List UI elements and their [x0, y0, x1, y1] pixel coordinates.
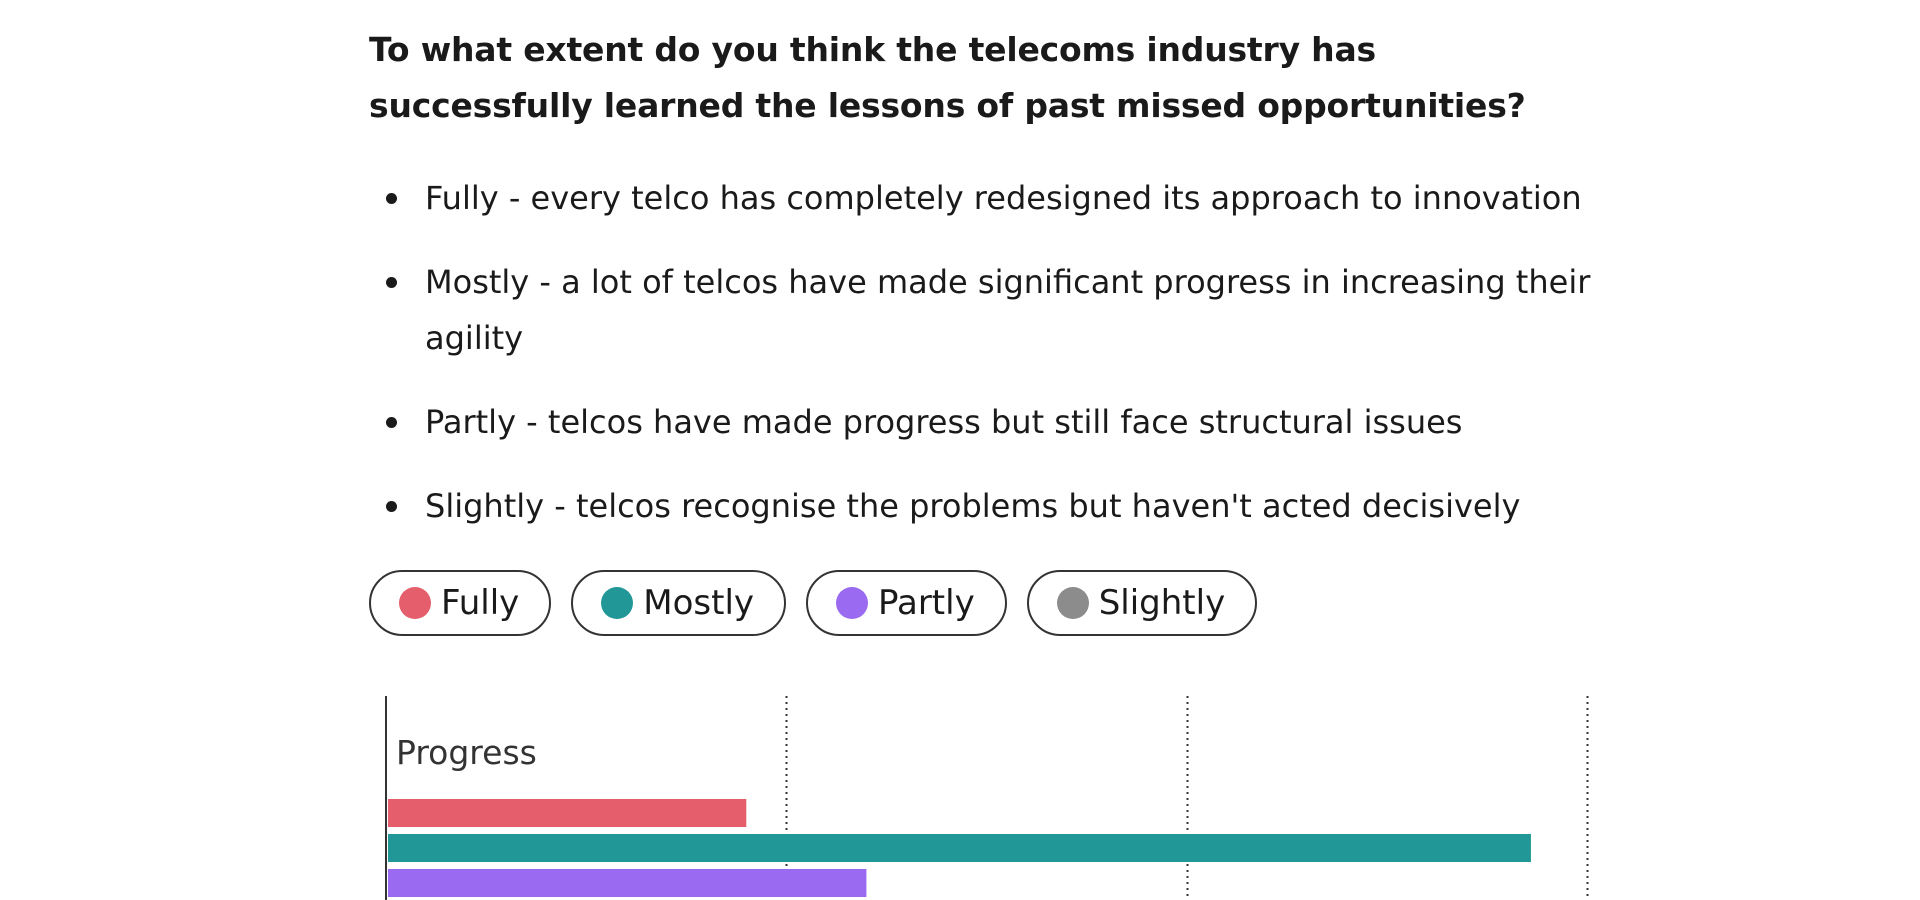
slightly-color-dot-icon: [1056, 587, 1089, 619]
bar-partly: [388, 869, 867, 897]
option-text: Slightly - telcos recognise the problems…: [425, 487, 1521, 525]
legend-label: Partly: [878, 583, 975, 623]
bar-chart: Progress: [369, 690, 1609, 900]
question-title: To what extent do you think the telecoms…: [369, 30, 1526, 125]
legend-toggle-partly[interactable]: Partly: [806, 570, 1007, 636]
option-fully: Fully - every telco has completely redes…: [369, 170, 1609, 226]
bullet-icon: [386, 277, 397, 288]
option-text: Partly - telcos have made progress but s…: [425, 403, 1463, 441]
bullet-icon: [386, 417, 397, 428]
answer-options-list: Fully - every telco has completely redes…: [369, 170, 1609, 562]
option-text: Fully - every telco has completely redes…: [425, 179, 1582, 217]
bar-chart-svg: Progress: [385, 696, 1589, 900]
option-partly: Partly - telcos have made progress but s…: [369, 394, 1609, 450]
bar-mostly: [388, 834, 1531, 862]
option-slightly: Slightly - telcos recognise the problems…: [369, 478, 1609, 534]
bullet-icon: [386, 501, 397, 512]
fully-color-dot-icon: [399, 587, 431, 619]
legend-label: Fully: [441, 583, 520, 623]
partly-color-dot-icon: [836, 587, 869, 619]
category-label: Progress: [396, 733, 537, 772]
option-text: Mostly - a lot of telcos have made signi…: [425, 263, 1591, 357]
chart-legend: Fully Mostly Partly Slightly: [369, 570, 1258, 636]
legend-toggle-mostly[interactable]: Mostly: [571, 570, 787, 636]
bar-fully: [388, 799, 747, 827]
bullet-icon: [386, 193, 397, 204]
legend-toggle-fully[interactable]: Fully: [369, 570, 552, 636]
legend-label: Mostly: [643, 583, 755, 623]
legend-label: Slightly: [1098, 583, 1226, 623]
option-mostly: Mostly - a lot of telcos have made signi…: [369, 254, 1609, 366]
mostly-color-dot-icon: [601, 587, 634, 619]
legend-toggle-slightly[interactable]: Slightly: [1026, 570, 1258, 636]
